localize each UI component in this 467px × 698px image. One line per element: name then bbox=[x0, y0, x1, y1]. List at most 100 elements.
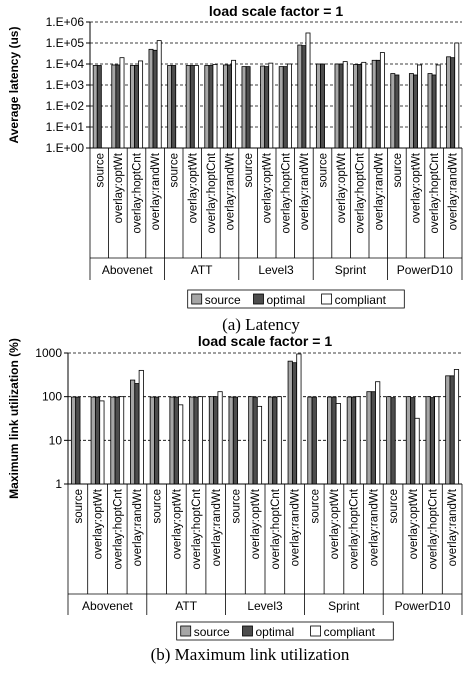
chart2-category-label: overlay:hoptCnt bbox=[191, 488, 203, 569]
chart2-category-label: source bbox=[73, 489, 85, 524]
chart1-category-label: overlay:randWt bbox=[225, 152, 237, 230]
chart2-bar-compliant bbox=[138, 369, 144, 485]
chart2-bar-source bbox=[189, 396, 195, 485]
chart2-bar-source bbox=[70, 396, 77, 485]
chart1-y-tick-label: 1.E+02 bbox=[46, 99, 85, 113]
chart1-bar-compliant bbox=[305, 32, 311, 149]
chart2-bar-optimal bbox=[291, 362, 298, 485]
chart1-bar-source bbox=[129, 65, 135, 149]
chart2-bar-compliant bbox=[375, 381, 381, 485]
chart1-title: load scale factor = 1 bbox=[209, 3, 343, 19]
chart1-legend-label: compliant bbox=[335, 293, 387, 307]
chart2-category-label: overlay:hoptCnt bbox=[349, 488, 361, 569]
chart1-category-label: overlay:optWt bbox=[262, 152, 274, 223]
chart1-group-label: Sprint bbox=[335, 263, 367, 277]
chart1-category-label: overlay:randWt bbox=[299, 152, 311, 230]
chart1-bar-optimal bbox=[208, 65, 214, 149]
chart2-bar-source bbox=[445, 375, 451, 485]
chart1-bar-source bbox=[260, 65, 266, 149]
chart1-bar-source bbox=[148, 48, 154, 149]
chart2-category-label: source bbox=[152, 489, 164, 524]
chart1-bar-optimal bbox=[320, 63, 325, 149]
chart1-category-label: source bbox=[392, 153, 404, 188]
chart1-bar-optimal bbox=[245, 66, 251, 149]
chart2-bar-source bbox=[130, 379, 136, 485]
chart1-bar-optimal bbox=[227, 64, 232, 149]
chart2-group-label: Abovenet bbox=[82, 599, 133, 613]
chart1-bar-compliant bbox=[454, 42, 460, 149]
chart2-bar-compliant bbox=[414, 417, 420, 485]
chart1-y-tick-label: 1.E+01 bbox=[46, 120, 85, 134]
chart1-bar-compliant bbox=[379, 52, 385, 149]
chart1-caption: (a) Latency bbox=[222, 315, 300, 334]
chart2-caption: (b) Maximum link utilization bbox=[151, 645, 350, 664]
chart2-bar-source bbox=[228, 396, 234, 485]
chart1-y-tick-label: 1.E+05 bbox=[46, 36, 85, 50]
chart1-bar-compliant bbox=[435, 64, 441, 149]
chart1-bar-compliant bbox=[138, 60, 144, 149]
chart2-category-label: source bbox=[230, 489, 242, 524]
chart2-bar-source bbox=[267, 396, 274, 485]
chart2-legend-label: compliant bbox=[324, 625, 376, 639]
chart1-category-label: overlay:optWt bbox=[336, 152, 348, 223]
chart1-y-tick-label: 1.E+04 bbox=[46, 57, 85, 71]
chart2-bar-compliant bbox=[296, 353, 302, 485]
chart2-bar-optimal bbox=[94, 396, 101, 485]
chart1-category-label: overlay:randWt bbox=[373, 152, 385, 230]
chart2-bar-optimal bbox=[311, 396, 317, 485]
chart1-category-label: overlay:hoptCnt bbox=[280, 152, 292, 233]
chart2-legend-label: source bbox=[194, 625, 230, 639]
chart2-bar-optimal bbox=[193, 396, 199, 485]
chart2-bar-source bbox=[366, 391, 372, 485]
chart2-bar-compliant bbox=[453, 369, 460, 485]
chart2-bar-compliant bbox=[217, 391, 223, 485]
chart2-category-label: overlay:randWt bbox=[368, 488, 380, 566]
chart1-bar-optimal bbox=[357, 64, 363, 149]
chart2-bar-optimal bbox=[272, 396, 278, 485]
chart2-bar-compliant bbox=[434, 396, 440, 485]
chart2-bar-compliant bbox=[335, 403, 341, 485]
chart2-group-label: ATT bbox=[175, 599, 197, 613]
chart1-bar-optimal bbox=[431, 74, 437, 149]
chart1-bar-compliant bbox=[156, 40, 162, 149]
chart1-bar-source bbox=[167, 65, 173, 149]
chart2-legend-label: optimal bbox=[256, 625, 295, 639]
chart2-bar-optimal bbox=[429, 397, 436, 485]
chart1-category-label: source bbox=[243, 153, 255, 188]
chart2-bar-optimal bbox=[252, 396, 258, 485]
chart2-bar-compliant bbox=[256, 405, 263, 485]
chart1-bar-compliant bbox=[268, 62, 274, 149]
chart1-category-label: overlay:hoptCnt bbox=[429, 152, 441, 233]
chart2-category-label: overlay:hoptCnt bbox=[427, 488, 439, 569]
chart2-legend-swatch bbox=[242, 625, 253, 637]
chart2-bar-source bbox=[248, 396, 254, 485]
chart1-bar-compliant bbox=[231, 59, 237, 149]
chart1-group-label: ATT bbox=[191, 263, 213, 277]
chart2-category-label: overlay:randWt bbox=[447, 488, 459, 566]
chart1-bar-compliant bbox=[193, 65, 199, 149]
chart1-category-label: overlay:hoptCnt bbox=[132, 152, 144, 233]
chart1-bar-source bbox=[241, 66, 247, 149]
chart1-y-tick-label: 1.E+00 bbox=[46, 141, 85, 155]
chart2-legend-swatch bbox=[310, 625, 322, 637]
chart1-category-label: overlay:randWt bbox=[150, 152, 162, 230]
chart1-group-label: PowerD10 bbox=[397, 263, 453, 277]
chart1-bar-compliant bbox=[212, 64, 218, 149]
chart1-category-label: overlay:optWt bbox=[411, 152, 423, 223]
chart2-bar-source bbox=[307, 396, 313, 485]
chart1-category-label: source bbox=[169, 153, 181, 188]
chart1-bar-source bbox=[353, 64, 359, 149]
chart1-category-label: overlay:optWt bbox=[113, 152, 125, 223]
chart1-bar-source bbox=[446, 56, 452, 149]
chart1-bar-optimal bbox=[394, 74, 400, 149]
chart1-category-label: overlay:optWt bbox=[187, 152, 199, 223]
chart1-bar-source bbox=[222, 64, 228, 149]
chart2-bar-optimal bbox=[173, 396, 179, 485]
chart1-y-tick-label: 1.E+03 bbox=[46, 78, 85, 92]
chart2-category-label: overlay:optWt bbox=[329, 488, 341, 559]
chart1-bar-source bbox=[111, 64, 117, 149]
chart2-bar-optimal bbox=[331, 396, 337, 485]
chart2-bar-source bbox=[169, 396, 175, 485]
chart1-bar-source bbox=[185, 65, 191, 149]
chart2-category-label: overlay:optWt bbox=[93, 488, 105, 559]
